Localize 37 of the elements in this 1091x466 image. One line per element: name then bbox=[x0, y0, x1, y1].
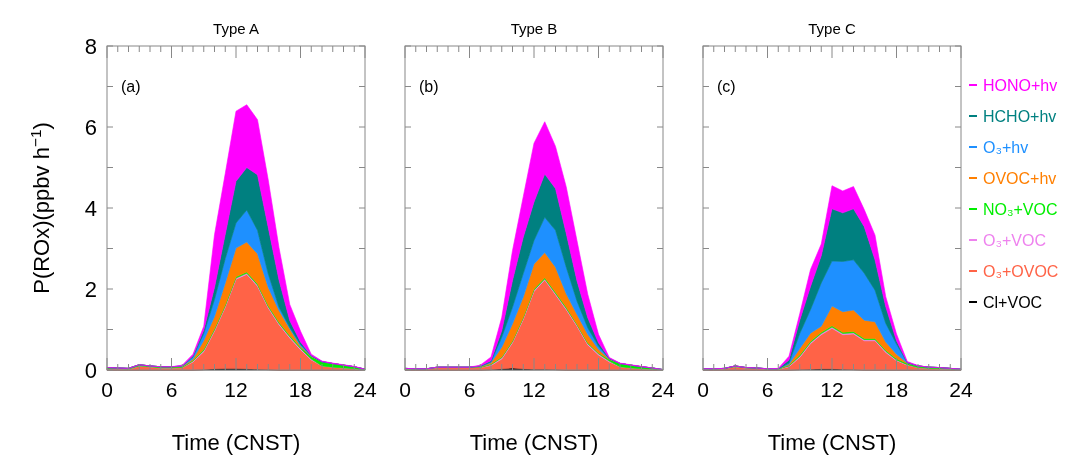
x-axis-title: Time (CNST) bbox=[171, 430, 301, 455]
x-tick-label: 12 bbox=[522, 378, 546, 401]
x-tick-label: 24 bbox=[949, 378, 973, 401]
legend-label: O₃+VOC bbox=[983, 232, 1046, 249]
x-tick-label: 6 bbox=[463, 378, 476, 401]
x-tick-label: 6 bbox=[165, 378, 178, 401]
legend-label: Cl+VOC bbox=[983, 294, 1043, 311]
y-tick-label: 0 bbox=[84, 358, 97, 383]
chart-title: Type A bbox=[213, 20, 259, 37]
x-tick-label: 12 bbox=[224, 378, 248, 401]
y-tick-label: 2 bbox=[84, 277, 97, 302]
annotation: (a) bbox=[121, 78, 141, 95]
legend-label: OVOC+hv bbox=[983, 170, 1057, 187]
x-tick-label: 6 bbox=[761, 378, 774, 401]
x-axis-title: Time (CNST) bbox=[767, 430, 897, 455]
annotation: (c) bbox=[717, 78, 736, 95]
x-tick-label: 24 bbox=[353, 378, 377, 401]
x-tick-label: 0 bbox=[697, 378, 709, 401]
y-tick-label: 4 bbox=[84, 196, 97, 221]
x-tick-label: 18 bbox=[288, 378, 313, 401]
annotation: (b) bbox=[419, 78, 439, 95]
legend-label: NO₃+VOC bbox=[983, 201, 1058, 218]
y-tick-label: 6 bbox=[84, 115, 97, 140]
x-tick-label: 0 bbox=[101, 378, 113, 401]
x-tick-label: 0 bbox=[399, 378, 411, 401]
x-tick-label: 12 bbox=[820, 378, 844, 401]
chart-title: Type B bbox=[510, 20, 558, 37]
x-tick-label: 18 bbox=[586, 378, 611, 401]
x-axis-title: Time (CNST) bbox=[469, 430, 599, 455]
x-tick-label: 18 bbox=[884, 378, 909, 401]
y-tick-label: 8 bbox=[84, 34, 97, 59]
legend-label: O₃+OVOC bbox=[983, 263, 1059, 280]
legend-label: O₃+hv bbox=[983, 139, 1029, 156]
chart-title: Type C bbox=[808, 20, 856, 37]
legend-label: HONO+hv bbox=[983, 77, 1058, 94]
x-tick-label: 24 bbox=[651, 378, 675, 401]
legend-label: HCHO+hv bbox=[983, 108, 1057, 125]
